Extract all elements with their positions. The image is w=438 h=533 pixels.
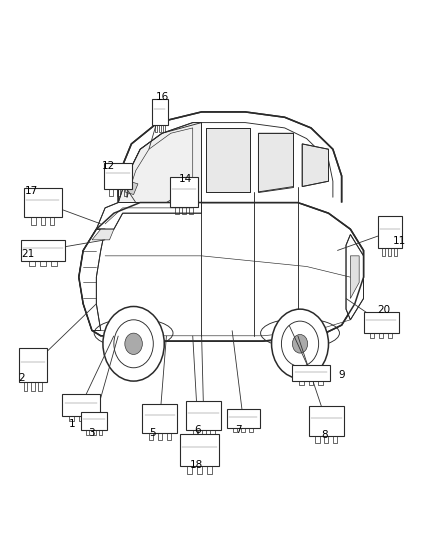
- Bar: [394, 248, 397, 256]
- Bar: [166, 433, 171, 440]
- Bar: [99, 431, 102, 435]
- Text: 9: 9: [338, 370, 345, 380]
- Bar: [31, 383, 35, 391]
- Bar: [201, 431, 206, 438]
- Bar: [315, 436, 320, 443]
- Bar: [117, 189, 120, 196]
- Bar: [51, 261, 57, 265]
- Bar: [180, 434, 219, 466]
- Polygon shape: [350, 256, 359, 298]
- Bar: [21, 240, 65, 261]
- Bar: [50, 217, 54, 224]
- Text: 1: 1: [69, 419, 76, 429]
- Bar: [241, 427, 245, 432]
- Bar: [210, 431, 215, 438]
- Bar: [32, 217, 36, 224]
- Bar: [187, 466, 192, 474]
- Bar: [197, 466, 201, 474]
- Bar: [193, 431, 197, 438]
- Bar: [25, 188, 62, 217]
- Text: 12: 12: [102, 161, 115, 171]
- Bar: [333, 436, 337, 443]
- Bar: [124, 189, 127, 196]
- Bar: [88, 416, 92, 421]
- Bar: [379, 333, 383, 338]
- Bar: [370, 333, 374, 338]
- Text: 21: 21: [21, 249, 34, 259]
- Bar: [382, 248, 385, 256]
- Text: 18: 18: [190, 460, 203, 470]
- Text: 20: 20: [377, 305, 390, 315]
- Bar: [104, 163, 132, 189]
- Text: 14: 14: [179, 174, 192, 184]
- Bar: [86, 431, 89, 435]
- Polygon shape: [92, 229, 114, 240]
- Bar: [79, 416, 83, 421]
- Text: 5: 5: [149, 428, 156, 438]
- Polygon shape: [118, 112, 342, 203]
- Bar: [38, 383, 42, 391]
- Bar: [324, 436, 328, 443]
- Ellipse shape: [272, 309, 328, 378]
- Bar: [70, 416, 74, 421]
- Bar: [159, 125, 161, 132]
- Bar: [142, 404, 177, 433]
- Polygon shape: [118, 123, 201, 203]
- Bar: [152, 99, 167, 125]
- Polygon shape: [302, 144, 328, 187]
- Bar: [189, 206, 193, 214]
- Ellipse shape: [103, 306, 164, 381]
- Polygon shape: [79, 229, 105, 330]
- Bar: [62, 394, 99, 416]
- Bar: [158, 433, 162, 440]
- Bar: [300, 381, 304, 385]
- Text: 11: 11: [393, 236, 406, 246]
- Bar: [182, 206, 186, 214]
- Bar: [186, 401, 221, 431]
- Polygon shape: [79, 203, 364, 341]
- Bar: [81, 411, 107, 431]
- Text: 8: 8: [321, 430, 328, 440]
- Bar: [41, 217, 45, 224]
- Bar: [207, 466, 212, 474]
- Polygon shape: [346, 235, 364, 320]
- Bar: [388, 333, 392, 338]
- Bar: [389, 248, 391, 256]
- Bar: [249, 427, 253, 432]
- Polygon shape: [125, 181, 138, 195]
- Bar: [309, 406, 344, 436]
- Bar: [318, 381, 322, 385]
- Polygon shape: [258, 133, 293, 192]
- Bar: [163, 125, 165, 132]
- Text: 6: 6: [194, 425, 201, 435]
- Text: 17: 17: [25, 186, 38, 196]
- Polygon shape: [96, 203, 201, 229]
- Bar: [364, 312, 399, 333]
- Bar: [40, 261, 46, 265]
- Bar: [18, 348, 47, 383]
- Bar: [293, 365, 329, 381]
- Bar: [110, 189, 113, 196]
- Ellipse shape: [293, 335, 308, 353]
- Text: 3: 3: [88, 428, 95, 438]
- Bar: [233, 427, 237, 432]
- Bar: [24, 383, 28, 391]
- Polygon shape: [206, 128, 250, 192]
- Text: 2: 2: [18, 374, 25, 383]
- Bar: [149, 433, 153, 440]
- Bar: [29, 261, 35, 265]
- Bar: [175, 206, 179, 214]
- Bar: [155, 125, 157, 132]
- Bar: [378, 216, 402, 248]
- Bar: [227, 409, 259, 427]
- Bar: [309, 381, 313, 385]
- Text: 16: 16: [155, 92, 169, 102]
- Ellipse shape: [125, 333, 142, 354]
- Bar: [92, 431, 96, 435]
- Bar: [170, 177, 198, 206]
- Text: 7: 7: [235, 425, 242, 434]
